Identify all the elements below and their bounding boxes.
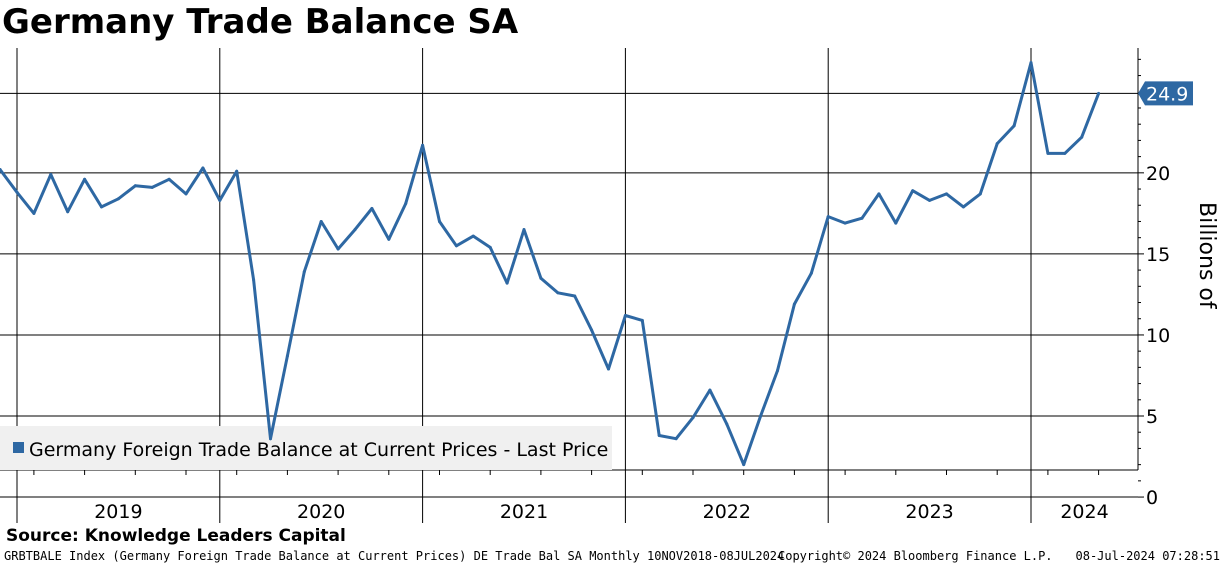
data-point	[471, 234, 475, 238]
data-point	[66, 210, 70, 214]
data-point	[302, 270, 306, 274]
data-point	[674, 437, 678, 441]
x-year-label: 2022	[703, 501, 751, 523]
data-point	[269, 437, 272, 441]
data-point	[573, 294, 577, 298]
data-point	[218, 198, 222, 202]
data-point	[522, 228, 526, 232]
last-value-badge: 24.9	[1138, 81, 1193, 106]
legend-swatch	[13, 442, 24, 453]
data-point	[116, 197, 120, 201]
data-point	[961, 205, 965, 209]
data-point	[167, 177, 171, 181]
data-point	[623, 314, 627, 317]
data-point	[319, 220, 323, 223]
data-point	[742, 463, 746, 467]
data-point	[387, 237, 391, 241]
data-point	[133, 184, 137, 188]
x-year-label: 2020	[297, 501, 345, 523]
data-point	[404, 202, 408, 206]
data-point	[776, 369, 779, 373]
data-point	[336, 247, 340, 251]
horizontal-gridlines	[0, 92, 1138, 498]
series-group	[0, 61, 1101, 467]
series-line-trade-balance	[0, 61, 1100, 467]
data-point	[759, 414, 763, 418]
data-point	[184, 192, 188, 196]
y-tick-label: 15	[1146, 244, 1170, 266]
data-point	[100, 205, 103, 209]
data-point	[809, 271, 813, 275]
data-point	[691, 416, 695, 420]
chart-title: Germany Trade Balance SA	[2, 2, 519, 42]
x-axis: 2019 2020 2021 2022 2023 2024	[0, 469, 1138, 523]
x-year-label: 2019	[94, 501, 142, 523]
y-tick-label: 0	[1146, 487, 1158, 509]
data-point	[370, 207, 374, 210]
data-point	[1046, 151, 1050, 155]
data-point	[657, 434, 661, 437]
data-point	[201, 166, 205, 170]
data-point	[421, 143, 425, 147]
legend-background	[0, 426, 612, 470]
legend: Germany Foreign Trade Balance at Current…	[0, 426, 612, 470]
data-point	[928, 198, 932, 202]
data-point	[1063, 151, 1067, 155]
data-point	[0, 168, 2, 172]
data-point	[235, 169, 239, 173]
data-point	[860, 216, 864, 220]
data-point	[454, 244, 458, 248]
data-point	[556, 291, 560, 295]
data-point	[640, 318, 644, 322]
data-point	[488, 245, 492, 249]
last-value-label: 24.9	[1146, 83, 1188, 105]
data-point	[607, 367, 610, 371]
x-year-label: 2023	[905, 501, 953, 523]
data-point	[995, 142, 999, 146]
data-point	[877, 192, 881, 196]
footer-copyright: Copyright© 2024 Bloomberg Finance L.P.	[778, 549, 1053, 563]
data-point	[1080, 135, 1084, 139]
y-axis-right: 0 5 10 15 20	[1137, 48, 1170, 509]
data-point	[945, 192, 948, 196]
data-point	[252, 278, 256, 282]
footer-ticker-description: GRBTBALE Index (Germany Foreign Trade Ba…	[4, 549, 785, 563]
last-value-badge-shape	[1138, 81, 1193, 106]
data-point	[708, 388, 712, 392]
data-point	[843, 221, 847, 225]
data-point	[83, 177, 87, 181]
source-note: Source: Knowledge Leaders Capital	[6, 526, 346, 546]
data-point	[285, 354, 289, 358]
data-point	[894, 221, 898, 225]
data-point	[505, 281, 509, 285]
data-point	[32, 211, 36, 215]
data-point	[15, 190, 19, 194]
data-point	[978, 192, 982, 196]
data-point	[438, 220, 441, 223]
data-point	[1012, 124, 1016, 128]
x-year-label: 2024	[1060, 501, 1108, 523]
data-point	[725, 422, 729, 426]
data-point	[826, 215, 830, 219]
legend-label: Germany Foreign Trade Balance at Current…	[29, 439, 608, 461]
footer-timestamp: 08-Jul-2024 07:28:51	[1075, 549, 1221, 563]
data-point	[49, 173, 53, 176]
data-point	[150, 185, 154, 189]
data-point	[539, 276, 543, 280]
data-point	[792, 302, 796, 306]
data-point	[911, 189, 915, 193]
data-point	[1097, 91, 1101, 95]
y-axis-label: Billions of	[1194, 202, 1219, 310]
y-tick-label: 10	[1146, 325, 1170, 347]
data-point	[590, 328, 594, 332]
y-tick-label: 20	[1146, 163, 1170, 185]
data-point	[353, 228, 357, 232]
data-point	[1029, 61, 1033, 65]
y-tick-label: 5	[1146, 406, 1158, 428]
x-year-label: 2021	[500, 501, 548, 523]
